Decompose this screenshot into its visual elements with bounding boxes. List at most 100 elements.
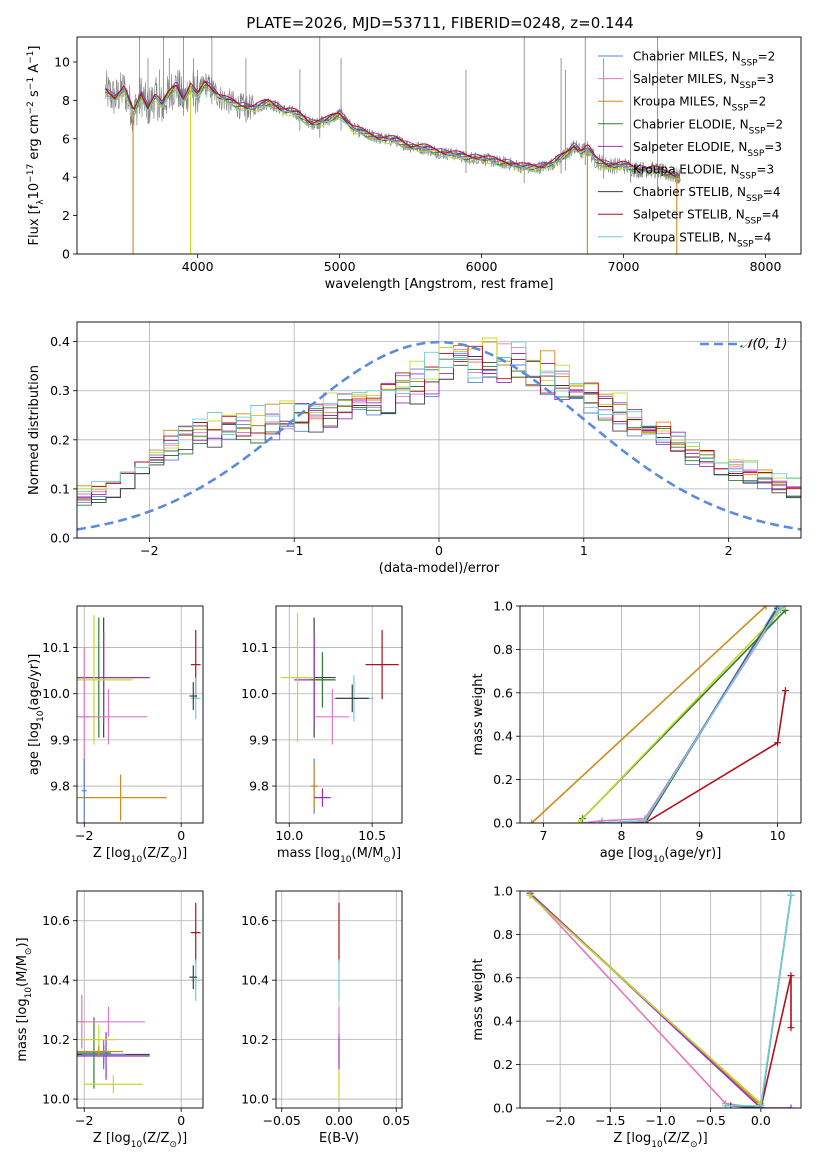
weight_vs_age-xtick-label: 7 [539, 828, 547, 843]
mass_vs_ebv-xtick-label: −0.05 [263, 1113, 301, 1128]
residuals-xtick-label: 1 [580, 543, 588, 558]
residuals-xtick-label: −2 [140, 543, 158, 558]
age_vs_mass-axes: 10.0 10.5 9.8 9.9 10.0 10.1 mass [log10(M/M⊙)] [241, 605, 403, 865]
residual-histogram [77, 356, 801, 503]
residuals-ytick-label: 0.4 [50, 334, 70, 349]
spectrum-ytick-label: 0 [62, 247, 70, 262]
weight-series-marker [787, 891, 795, 899]
mass_vs_ebv-ytick-label: 10.0 [241, 1092, 269, 1107]
residuals-xtick-label: 0 [435, 543, 443, 558]
legend-entry: Salpeter STELIB, NSSP=4 [633, 208, 779, 227]
weight_vs_Z-ytick-label: 1.0 [493, 884, 513, 899]
weight-series-line [602, 607, 779, 823]
spectrum-marks [105, 37, 681, 254]
weight-series-line [602, 690, 787, 823]
mass_vs_Z-xtick-label: 0 [177, 1113, 185, 1128]
residuals-xtick-label: 2 [725, 543, 733, 558]
weight-series-marker [575, 819, 583, 823]
weight_vs_Z-xtick-label: −2.0 [545, 1113, 575, 1128]
model-spectrum [105, 84, 680, 178]
residuals-ytick-label: 0.3 [50, 383, 70, 398]
age_vs_Z-ylabel: age [log10(age/yr)] [27, 654, 46, 776]
spectrum-ytick-label: 6 [62, 131, 70, 146]
model-spectrum [105, 82, 680, 181]
spectrum-legend: Chabrier MILES, NSSP=2 Salpeter MILES, NS… [598, 50, 783, 249]
weight-series-line [577, 606, 786, 823]
mass_vs_Z-xlabel: Z [log10(Z/Z⊙)] [93, 1131, 187, 1150]
weight_vs_Z-ytick-label: 0.6 [493, 970, 513, 985]
mass_vs_ebv-ytick-label: 10.2 [241, 1032, 269, 1047]
age_vs_mass-marks [280, 612, 399, 814]
weight_vs_age-ylabel: mass weight [471, 673, 486, 755]
age_vs_Z-marks [77, 615, 201, 823]
mass_vs_Z-frame [76, 890, 204, 1109]
residual-histogram [77, 353, 801, 498]
weight-series-marker [757, 1102, 765, 1108]
weight_vs_age-ytick-label: 0.4 [493, 729, 513, 744]
weight-series-marker [641, 817, 649, 823]
weight_vs_Z-ytick-label: 0.8 [493, 927, 513, 942]
legend-entry: Chabrier STELIB, NSSP=4 [633, 185, 781, 204]
mass_vs_ebv-ytick-label: 10.6 [241, 913, 269, 928]
spectrum-ytick-label: 10 [54, 54, 70, 69]
weight_vs_age-ytick-label: 0.8 [493, 642, 513, 657]
age_vs_mass-ytick-label: 10.1 [241, 640, 269, 655]
weight-series-marker [781, 687, 789, 695]
weight-series-line [725, 895, 792, 1107]
weight_vs_age-ytick-label: 1.0 [493, 599, 513, 614]
age_vs_mass-ytick-label: 9.9 [249, 732, 269, 747]
spectrum-frame [76, 36, 802, 255]
model-spectrum [105, 82, 680, 177]
weight-series-marker [781, 606, 789, 610]
weight_vs_age-xtick-label: 8 [617, 828, 625, 843]
normal-legend-label: 𝒩(0, 1) [740, 337, 787, 352]
weight_vs_age-ytick-label: 0.2 [493, 772, 513, 787]
spectrum-ytick-label: 8 [62, 93, 70, 108]
weight-series-marker [762, 606, 770, 610]
weight-series-marker [526, 891, 534, 899]
legend-entry: Salpeter ELODIE, NSSP=3 [633, 140, 782, 159]
mass_vs_ebv-xtick-label: 0.05 [382, 1113, 410, 1128]
model-spectrum [105, 81, 680, 179]
mass_vs_Z-ytick-label: 10.4 [42, 973, 70, 988]
weight-series-line [529, 894, 762, 1105]
weight-series-marker [722, 1102, 730, 1108]
weight_vs_Z-xtick-label: −0.5 [695, 1113, 725, 1128]
mass_vs_ebv-xlabel: E(B-V) [319, 1131, 359, 1146]
age_vs_mass-xtick-label: 10.5 [358, 828, 386, 843]
spectrum-xtick-label: 6000 [466, 259, 498, 274]
model-spectrum [105, 81, 680, 180]
weight-series-marker [774, 606, 782, 614]
residual-histogram [77, 358, 801, 506]
age_vs_Z-xtick-label: −2 [75, 828, 93, 843]
age_vs_Z-ytick-label: 9.9 [50, 732, 70, 747]
model-spectrum [105, 81, 680, 177]
residual-histogram [77, 352, 801, 503]
age_vs_mass-ytick-label: 9.8 [249, 779, 269, 794]
legend-entry: Chabrier MILES, NSSP=2 [633, 50, 775, 69]
age_vs_Z-axes: −2 0 9.8 9.9 10.0 10.1 Z [log10(Z/Z⊙)] age [log… [27, 605, 204, 865]
weight_vs_Z-ytick-label: 0.0 [493, 1101, 513, 1116]
weight_vs_Z-xtick-label: −1.0 [645, 1113, 675, 1128]
age_vs_Z-xlabel: Z [log10(Z/Z⊙)] [93, 846, 187, 865]
age_vs_Z-ytick-label: 10.1 [42, 640, 70, 655]
mass_vs_Z-axes: −2 0 10.0 10.2 10.4 10.6 Z [log10(Z/Z⊙)] mass [… [15, 890, 204, 1150]
weight_vs_Z-ytick-label: 0.4 [493, 1014, 513, 1029]
model-spectrum [105, 80, 680, 175]
age_vs_Z-frame [76, 605, 204, 824]
weight_vs_age-xtick-label: 10 [770, 828, 786, 843]
mass_vs_Z-xtick-label: −2 [75, 1113, 93, 1128]
spectrum-xtick-label: 7000 [608, 259, 640, 274]
legend-entry: Kroupa STELIB, NSSP=4 [633, 230, 771, 249]
weight_vs_Z-ylabel: mass weight [471, 958, 486, 1040]
mass_vs_Z-ytick-label: 10.2 [42, 1032, 70, 1047]
weight-series-marker [787, 1024, 795, 1032]
age_vs_mass-xtick-label: 10.0 [275, 828, 303, 843]
weight_vs_age-ytick-label: 0.6 [493, 685, 513, 700]
weight-series-marker [774, 739, 782, 747]
legend-entry: Kroupa MILES, NSSP=2 [633, 95, 766, 114]
residuals-ytick-label: 0.2 [50, 432, 70, 447]
weight-series-marker [787, 972, 795, 980]
residual-histogram [77, 341, 801, 494]
